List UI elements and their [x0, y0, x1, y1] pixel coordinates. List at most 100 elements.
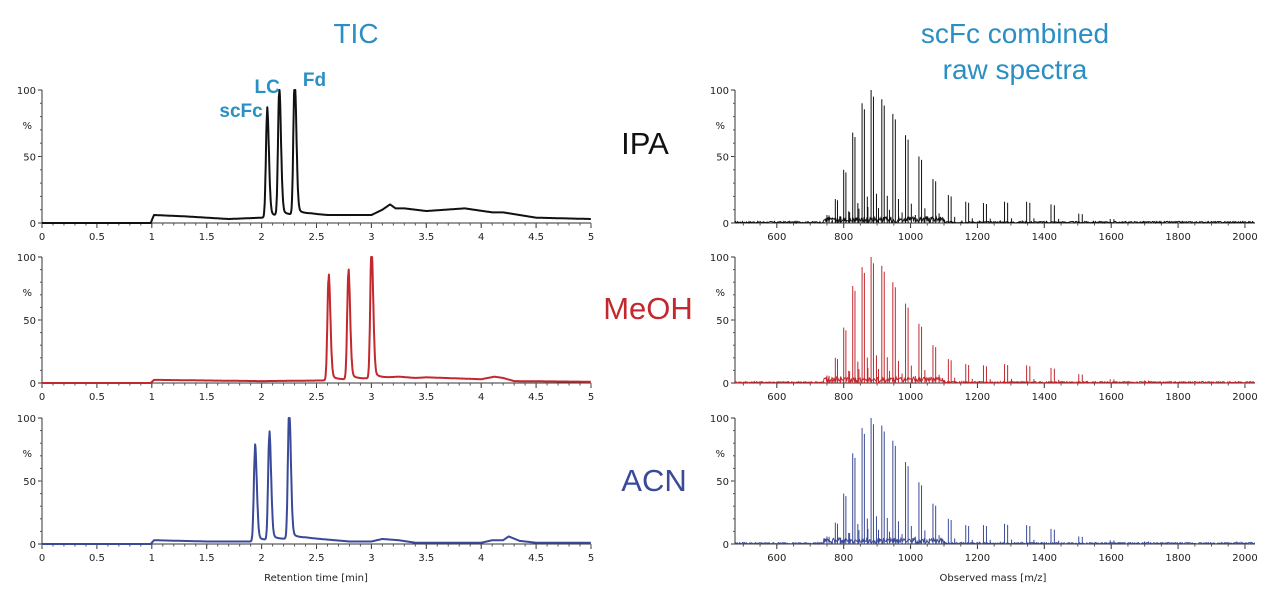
- ms-acn-x-tick-label: 800: [834, 553, 853, 564]
- ms-ipa-x-tick-label: 1600: [1098, 232, 1123, 243]
- tic-ipa-y-axis-label: %: [22, 121, 32, 132]
- tic-meoh-x-tick-label: 3.5: [418, 392, 434, 403]
- tic-ipa-x-tick-label: 1: [149, 232, 155, 243]
- tic-ipa-axes: 0 50 100% 0 0.5 1 1.5 2 2.5 3 3.5 4 4.5 5: [17, 86, 594, 243]
- ms-ipa-y-tick-label: 100: [710, 86, 729, 97]
- tic-x-axis-label: Retention time [min]: [264, 573, 368, 584]
- tic-acn-x-tick-label: 4: [478, 553, 484, 564]
- tic-meoh-y-axis-label: %: [22, 288, 32, 299]
- tic-ipa-x-tick-label: 4.5: [528, 232, 544, 243]
- ms-meoh-x-tick-label: 1200: [965, 392, 990, 403]
- ms-meoh-x-tick-label: 1000: [898, 392, 923, 403]
- tic-meoh-x-tick-label: 3: [368, 392, 374, 403]
- tic-ipa-x-tick-label: 0.5: [89, 232, 105, 243]
- tic-meoh-x-tick-label: 0.5: [89, 392, 105, 403]
- ms-acn-x-tick-label: 600: [767, 553, 786, 564]
- tic-acn-x-tick-label: 0: [39, 553, 45, 564]
- ms-acn-x-tick-label: 1400: [1032, 553, 1057, 564]
- ms-acn-trace: [734, 418, 1256, 546]
- tic-acn-x-tick-label: 2: [258, 553, 264, 564]
- tic-acn-axes: 0 50 100% 0 0.5 1 1.5 2 2.5 3 3.5 4 4.5 5: [17, 414, 594, 564]
- tic-title: TIC: [333, 18, 378, 49]
- tic-meoh-x-tick-label: 1: [149, 392, 155, 403]
- ms-meoh-x-tick-label: 800: [834, 392, 853, 403]
- tic-meoh-y-tick-label: 50: [23, 316, 36, 327]
- ms-meoh-x-tick-label: 1800: [1165, 392, 1190, 403]
- tic-meoh-trace: [41, 256, 592, 384]
- ms-ipa-trace: [734, 90, 1255, 225]
- tic-meoh-x-tick-label: 0: [39, 392, 45, 403]
- tic-ipa-y-tick-label: 100: [17, 86, 36, 97]
- tic-ipa-x-tick-label: 0: [39, 232, 45, 243]
- ms-acn-axes: 0 50 100% 600 800 1000 1200 1400 1600 1800 2000: [710, 414, 1258, 564]
- peak-label-lc: LC: [255, 77, 281, 98]
- ms-acn-y-tick-label: 100: [710, 414, 729, 425]
- ms-acn-y-tick-label: 50: [716, 477, 729, 488]
- tic-ipa-trace: [41, 89, 592, 224]
- ms-acn-y-axis-label: %: [715, 449, 725, 460]
- ms-ipa-noise: [734, 215, 1255, 225]
- ms-meoh-noise: [734, 375, 1256, 385]
- ms-meoh-y-tick-label: 50: [716, 316, 729, 327]
- tic-meoh-x-tick-label: 4: [478, 392, 484, 403]
- ms-meoh-x-tick-label: 1600: [1098, 392, 1123, 403]
- tic-ipa-x-tick-label: 3.5: [418, 232, 434, 243]
- ms-acn-x-tick-label: 2000: [1232, 553, 1257, 564]
- tic-meoh-x-tick-label: 2.5: [309, 392, 325, 403]
- tic-meoh-x-tick-label: 5: [588, 392, 594, 403]
- ms-meoh-x-tick-label: 600: [767, 392, 786, 403]
- tic-ipa-y-tick-label: 50: [23, 153, 36, 164]
- ms-acn-y-tick-label: 0: [723, 540, 729, 551]
- tic-acn-x-tick-label: 3.5: [418, 553, 434, 564]
- tic-acn-x-tick-label: 2.5: [309, 553, 325, 564]
- ms-ipa-y-tick-label: 50: [716, 153, 729, 164]
- tic-meoh-x-tick-label: 2: [258, 392, 264, 403]
- peak-label-fd: Fd: [303, 70, 326, 91]
- ms-meoh-x-tick-label: 2000: [1232, 392, 1257, 403]
- tic-acn-trace: [41, 417, 592, 545]
- tic-ipa-y-tick-label: 0: [30, 219, 36, 230]
- ms-ipa-x-tick-label: 1000: [898, 232, 923, 243]
- tic-ipa-x-tick-label: 2: [258, 232, 264, 243]
- tic-acn-x-tick-label: 3: [368, 553, 374, 564]
- ms-ipa-y-axis-label: %: [715, 121, 725, 132]
- tic-acn-x-tick-label: 4.5: [528, 553, 544, 564]
- tic-acn-y-tick-label: 50: [23, 477, 36, 488]
- tic-meoh-y-tick-label: 0: [30, 379, 36, 390]
- spectra-title-line2: raw spectra: [943, 54, 1088, 85]
- ms-meoh-y-tick-label: 0: [723, 379, 729, 390]
- spectra-title-line1: scFc combined: [921, 18, 1109, 49]
- ms-ipa-y-tick-label: 0: [723, 219, 729, 230]
- tic-acn-x-tick-label: 1.5: [199, 553, 215, 564]
- tic-acn-y-axis-label: %: [22, 449, 32, 460]
- tic-acn-y-tick-label: 100: [17, 414, 36, 425]
- ms-ipa-x-tick-label: 600: [767, 232, 786, 243]
- ms-acn-x-tick-label: 1000: [898, 553, 923, 564]
- ms-ipa-x-tick-label: 2000: [1232, 232, 1257, 243]
- ms-ipa-x-tick-label: 1800: [1165, 232, 1190, 243]
- ms-ipa-x-tick-label: 1400: [1032, 232, 1057, 243]
- tic-acn-x-tick-label: 1: [149, 553, 155, 564]
- ms-meoh-x-tick-label: 1400: [1032, 392, 1057, 403]
- ms-meoh-y-axis-label: %: [715, 288, 725, 299]
- condition-label-acn: ACN: [621, 463, 686, 498]
- tic-ipa-x-tick-label: 1.5: [199, 232, 215, 243]
- ms-meoh-y-tick-label: 100: [710, 253, 729, 264]
- tic-acn-x-tick-label: 0.5: [89, 553, 105, 564]
- ms-acn-x-tick-label: 1200: [965, 553, 990, 564]
- condition-label-ipa: IPA: [621, 126, 669, 161]
- ms-meoh-trace: [734, 257, 1256, 385]
- ms-acn-x-tick-label: 1600: [1098, 553, 1123, 564]
- tic-acn-y-tick-label: 0: [30, 540, 36, 551]
- tic-acn-x-tick-label: 5: [588, 553, 594, 564]
- ms-acn-noise: [734, 536, 1256, 546]
- ms-x-axis-label: Observed mass [m/z]: [940, 573, 1047, 584]
- tic-ipa-x-tick-label: 5: [588, 232, 594, 243]
- peak-label-scfc: scFc: [219, 101, 263, 122]
- tic-meoh-x-tick-label: 4.5: [528, 392, 544, 403]
- tic-meoh-y-tick-label: 100: [17, 253, 36, 264]
- ms-ipa-x-tick-label: 800: [834, 232, 853, 243]
- tic-ipa-x-tick-label: 3: [368, 232, 374, 243]
- tic-meoh-x-tick-label: 1.5: [199, 392, 215, 403]
